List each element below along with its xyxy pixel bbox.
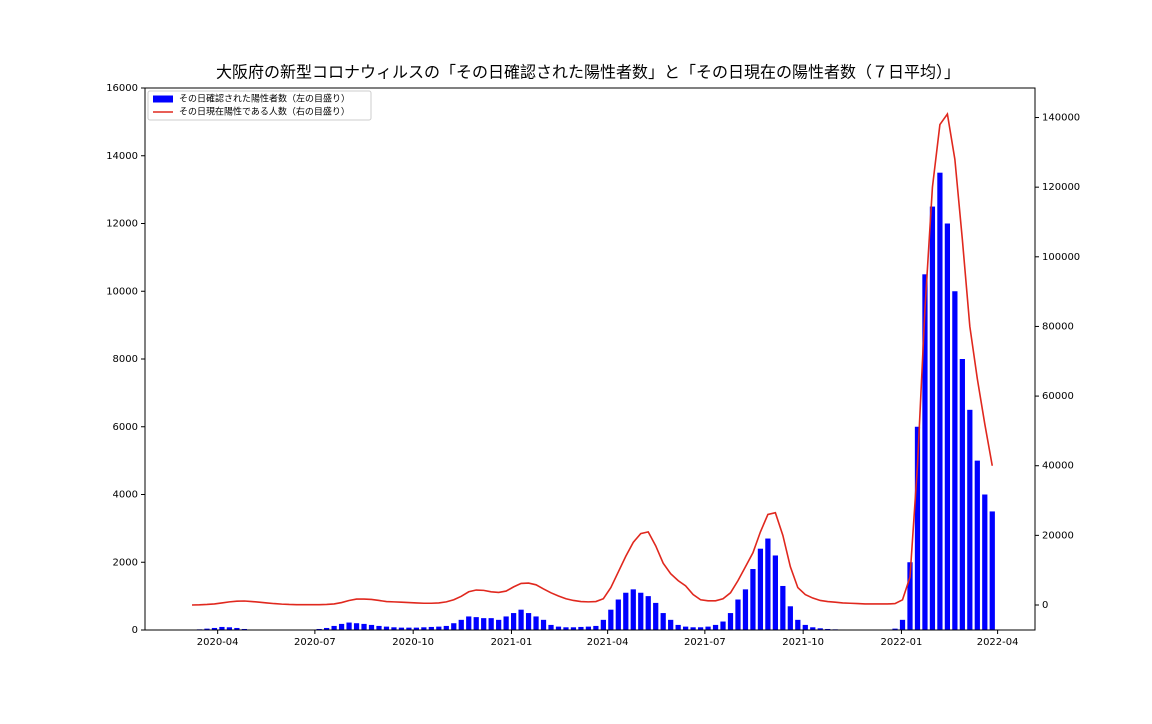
bar [668, 620, 673, 630]
bar [346, 623, 351, 630]
x-tick-label: 2020-07 [294, 637, 336, 648]
bar [788, 606, 793, 630]
bar [354, 623, 359, 630]
bar [803, 625, 808, 630]
bar [646, 596, 651, 630]
bar [758, 549, 763, 630]
bar [496, 620, 501, 630]
y-tick-label: 12000 [106, 219, 138, 230]
legend-label: その日確認された陽性者数（左の目盛り） [179, 93, 350, 105]
y2-tick-label: 100000 [1042, 252, 1080, 263]
bar [750, 569, 755, 630]
bar [990, 511, 995, 630]
bar [459, 620, 464, 630]
y2-tick-label: 20000 [1042, 530, 1074, 541]
bar [952, 291, 957, 630]
bar [593, 626, 598, 630]
bar [631, 589, 636, 630]
bar [541, 620, 546, 630]
bar [548, 625, 553, 630]
legend-swatch [153, 96, 173, 103]
bar [369, 625, 374, 630]
bar [960, 359, 965, 630]
bar [661, 613, 666, 630]
bar [384, 627, 389, 630]
bar [526, 613, 531, 630]
x-tick-label: 2021-07 [684, 637, 726, 648]
legend-label: その日現在陽性である人数（右の目盛り） [179, 106, 350, 118]
bar [676, 625, 681, 630]
bar [623, 593, 628, 630]
x-tick-label: 2021-04 [587, 637, 629, 648]
y-tick-label: 0 [132, 625, 138, 636]
y-tick-label: 8000 [113, 354, 138, 365]
x-tick-label: 2020-04 [197, 637, 239, 648]
bar [713, 625, 718, 630]
bar [773, 555, 778, 630]
bar [376, 626, 381, 630]
x-tick-label: 2022-04 [977, 637, 1019, 648]
x-tick-label: 2021-01 [491, 637, 533, 648]
bar [795, 620, 800, 630]
bar [728, 613, 733, 630]
y-tick-label: 16000 [106, 83, 138, 94]
bar [765, 539, 770, 630]
chart-title: 大阪府の新型コロナウィルスの「その日確認された陽性者数」と「その日現在の陽性者数… [216, 63, 960, 82]
legend: その日確認された陽性者数（左の目盛り）その日現在陽性である人数（右の目盛り） [148, 91, 371, 120]
bar [608, 610, 613, 630]
bar [601, 620, 606, 630]
x-tick-label: 2022-01 [881, 637, 923, 648]
bar [653, 603, 658, 630]
bar [945, 224, 950, 631]
bar [900, 620, 905, 630]
y2-tick-label: 120000 [1042, 182, 1080, 193]
bar [982, 495, 987, 631]
x-tick-label: 2021-10 [782, 637, 824, 648]
bar [444, 626, 449, 630]
bar [743, 589, 748, 630]
y2-tick-label: 0 [1042, 600, 1048, 611]
y-tick-label: 2000 [113, 557, 138, 568]
bar [474, 617, 479, 630]
bar [616, 600, 621, 630]
y-tick-label: 4000 [113, 490, 138, 501]
bar [975, 461, 980, 630]
bar [780, 586, 785, 630]
bar [511, 613, 516, 630]
bar [967, 410, 972, 630]
y2-tick-label: 60000 [1042, 391, 1074, 402]
bar [489, 618, 494, 630]
bar [481, 618, 486, 630]
y-tick-label: 14000 [106, 151, 138, 162]
y2-tick-label: 40000 [1042, 461, 1074, 472]
y2-tick-label: 140000 [1042, 113, 1080, 124]
y-tick-label: 6000 [113, 422, 138, 433]
bar [339, 624, 344, 630]
bar [533, 616, 538, 630]
bar [922, 274, 927, 630]
y2-tick-label: 80000 [1042, 321, 1074, 332]
bar [556, 627, 561, 630]
bar [504, 616, 509, 630]
bar [705, 627, 710, 630]
bar [466, 616, 471, 630]
bar [735, 600, 740, 630]
y-tick-label: 10000 [106, 286, 138, 297]
bar [436, 627, 441, 630]
bar [720, 622, 725, 630]
bar [331, 626, 336, 630]
bar [586, 627, 591, 630]
bar [518, 610, 523, 630]
bar [361, 624, 366, 630]
bar [451, 623, 456, 630]
x-tick-label: 2020-10 [392, 637, 434, 648]
bar [930, 207, 935, 630]
bar [638, 593, 643, 630]
bar [683, 627, 688, 630]
bar [937, 173, 942, 630]
